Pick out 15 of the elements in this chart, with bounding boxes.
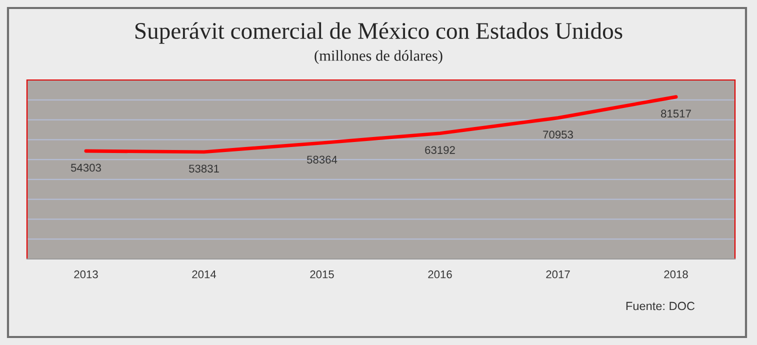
data-label: 70953 xyxy=(543,130,573,139)
data-label: 81517 xyxy=(661,110,691,118)
chart-title: Superávit comercial de México con Estados Unidos xyxy=(136,22,622,44)
x-tick-label: 2017 xyxy=(546,270,570,278)
x-tick-label: 2014 xyxy=(192,270,216,278)
data-label: 63192 xyxy=(425,146,455,154)
source-note: Fuente: DOC xyxy=(626,302,695,310)
x-tick-label: 2013 xyxy=(74,270,98,278)
chart-subtitle: (millones de dólares) xyxy=(314,50,442,64)
x-tick-label: 2016 xyxy=(428,270,452,278)
data-label: 58364 xyxy=(306,156,338,164)
x-tick-label: 2018 xyxy=(664,270,688,278)
x-tick-label: 2015 xyxy=(310,270,334,278)
data-label: 53831 xyxy=(188,164,219,173)
data-label: 54303 xyxy=(70,164,101,172)
